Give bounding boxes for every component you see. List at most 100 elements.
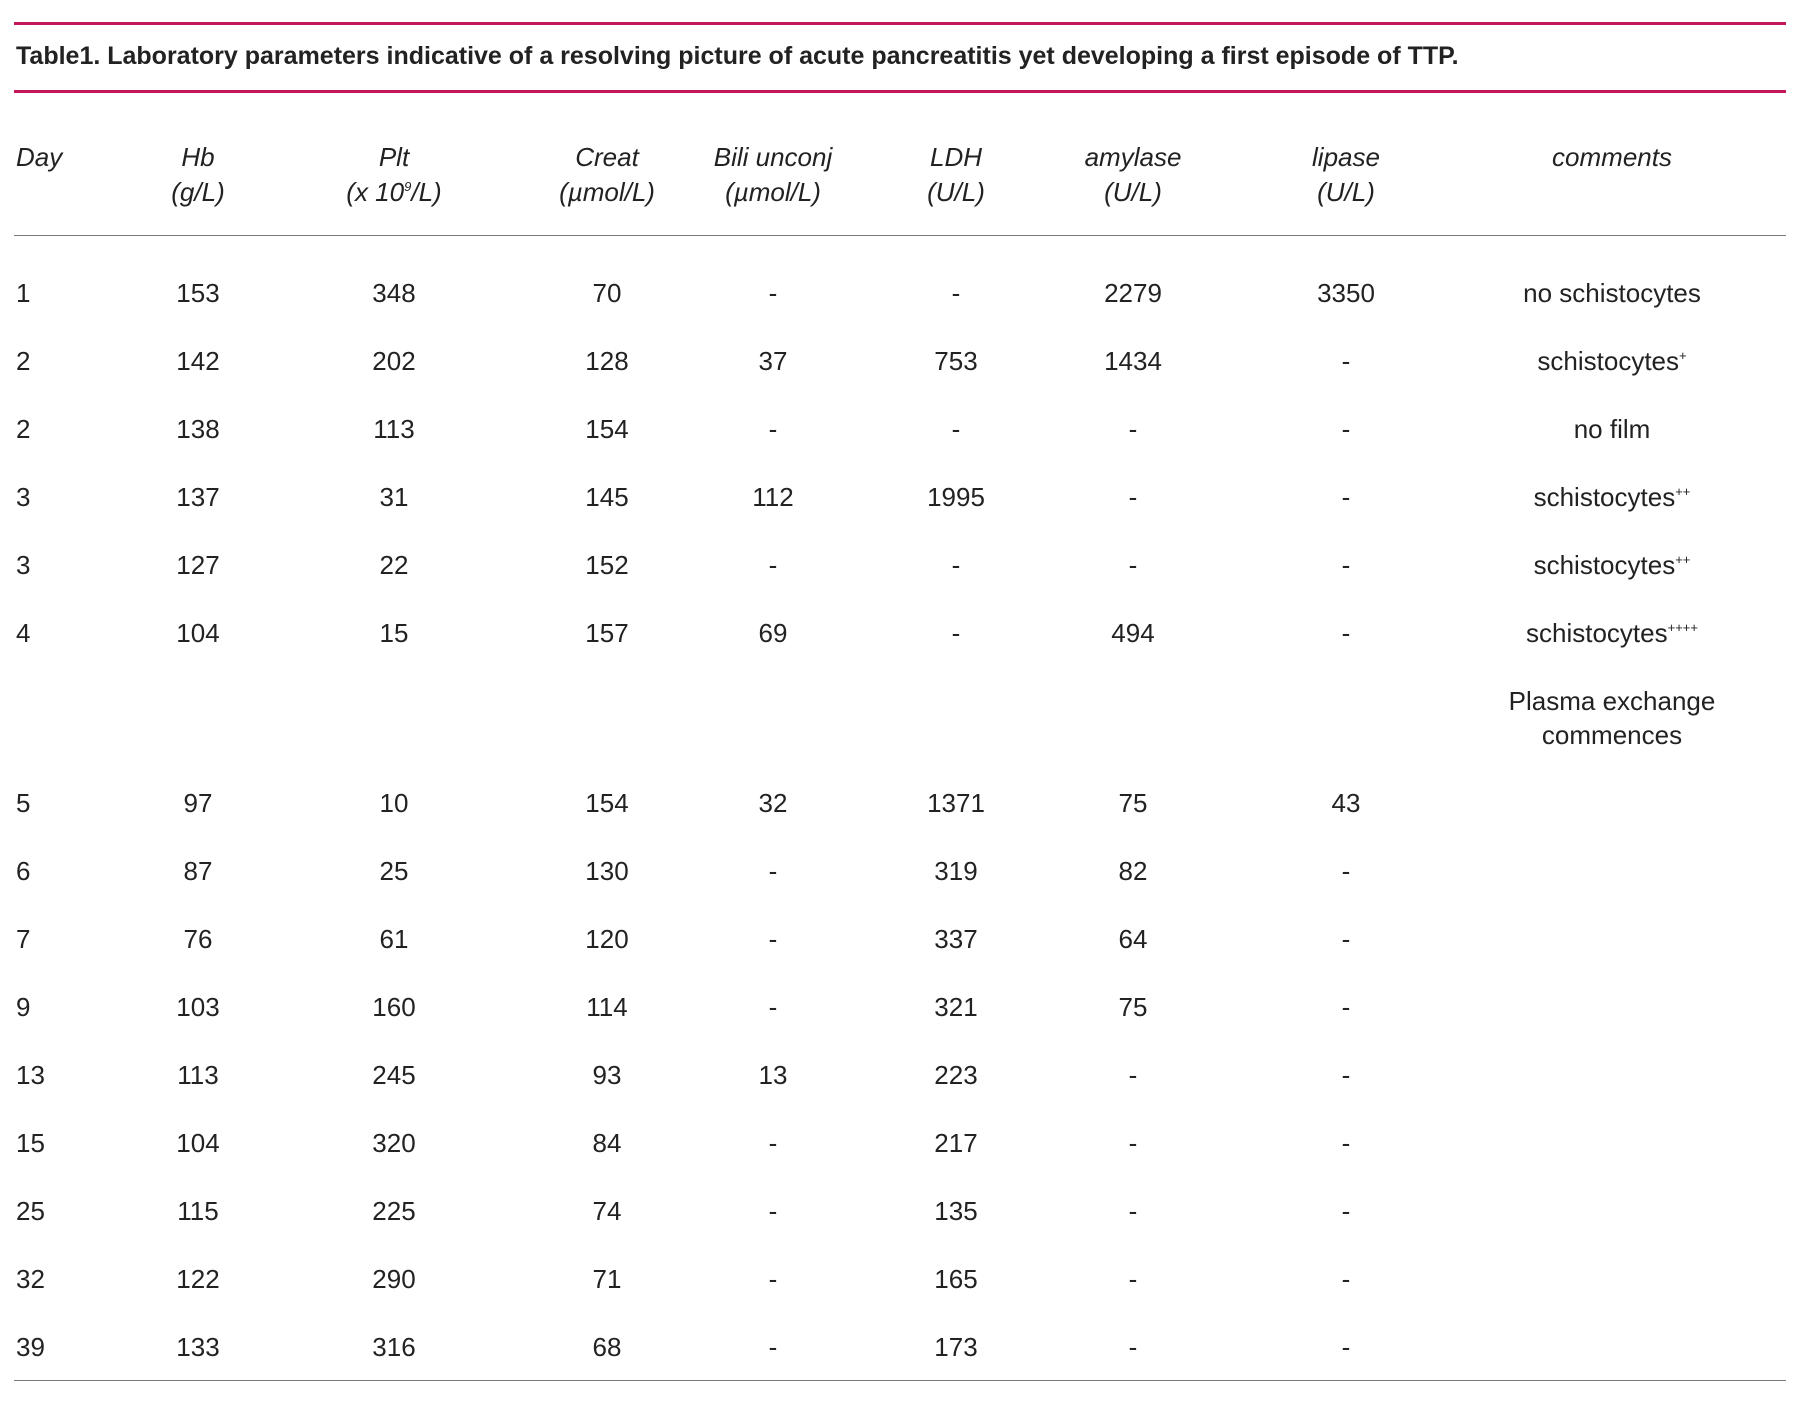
- table-cell: -: [1341, 924, 1351, 954]
- table-cell: 9: [16, 992, 31, 1022]
- table-cell: 112: [752, 482, 794, 512]
- text: no film: [1573, 414, 1651, 444]
- table-cell: 319: [934, 856, 978, 886]
- table-cell: 202: [372, 346, 416, 376]
- text: schistocytes: [1526, 618, 1668, 648]
- table-cell: 3: [16, 550, 31, 580]
- table-cell: -: [951, 618, 961, 648]
- table-cell: -: [1128, 482, 1138, 512]
- table-cell: -: [951, 414, 961, 444]
- text: /L): [411, 177, 442, 207]
- table-cell: 157: [585, 618, 629, 648]
- table-cell: 165: [934, 1264, 978, 1294]
- table-cell: 137: [176, 482, 220, 512]
- table-cell: -: [1341, 1060, 1351, 1090]
- table-cell: 494: [1111, 618, 1155, 648]
- table-cell: -: [1341, 618, 1351, 648]
- table-cell: 1: [16, 278, 31, 308]
- superscript: ++++: [1667, 620, 1698, 635]
- comment-cell: schistocytes+: [1537, 346, 1686, 376]
- table-cell: -: [768, 550, 778, 580]
- table-cell: 32: [16, 1264, 45, 1294]
- column-unit: (U/L): [927, 177, 985, 207]
- comment-cell: schistocytes++: [1534, 550, 1691, 580]
- text: (U/L): [1317, 177, 1375, 207]
- comment-cell: no schistocytes: [1523, 278, 1701, 308]
- table-cell: 103: [176, 992, 220, 1022]
- table-cell: -: [1128, 1128, 1138, 1158]
- table-cell: 133: [176, 1332, 220, 1362]
- table-cell: 6: [16, 856, 31, 886]
- table-cell: -: [1341, 992, 1351, 1022]
- table-cell: 113: [177, 1060, 219, 1090]
- column-unit: (U/L): [1104, 177, 1162, 207]
- table-cell: -: [1341, 414, 1351, 444]
- table-cell: 25: [379, 856, 409, 886]
- text: (µmol/L): [559, 177, 655, 207]
- table-cell: 43: [1331, 788, 1361, 818]
- table-cell: -: [1128, 1060, 1138, 1090]
- column-header: amylase: [1084, 142, 1182, 172]
- table-cell: 154: [585, 414, 629, 444]
- column-header: Day: [16, 142, 63, 172]
- table-cell: 2: [16, 414, 31, 444]
- table-cell: 69: [758, 618, 788, 648]
- table-cell: 753: [934, 346, 978, 376]
- table-cell: 5: [16, 788, 31, 818]
- table-cell: 97: [183, 788, 213, 818]
- top-rule: [14, 22, 1786, 25]
- table-cell: -: [1341, 1264, 1351, 1294]
- table-cell: 1434: [1104, 346, 1162, 376]
- table-cell: 154: [585, 788, 629, 818]
- table-cell: 113: [373, 414, 415, 444]
- column-unit: (µmol/L): [725, 177, 821, 207]
- table-cell: 32: [758, 788, 788, 818]
- table-cell: 225: [372, 1196, 416, 1226]
- table-cell: -: [951, 278, 961, 308]
- comment-cell: schistocytes++: [1534, 482, 1691, 512]
- table-cell: -: [1128, 1332, 1138, 1362]
- table-cell: 75: [1118, 788, 1148, 818]
- text: (U/L): [1104, 177, 1162, 207]
- column-unit: (µmol/L): [559, 177, 655, 207]
- table-cell: -: [768, 1128, 778, 1158]
- table-cell: 217: [934, 1128, 978, 1158]
- table-cell: 152: [585, 550, 629, 580]
- column-unit: (x 109/L): [346, 177, 441, 207]
- table-cell: 104: [176, 1128, 220, 1158]
- table-cell: 160: [372, 992, 416, 1022]
- table-cell: -: [1128, 414, 1138, 444]
- comment-cell: schistocytes++++: [1526, 618, 1698, 648]
- table-cell: -: [1341, 1332, 1351, 1362]
- table-cell: -: [768, 278, 778, 308]
- table-cell: 348: [372, 278, 416, 308]
- table-cell: 82: [1118, 856, 1148, 886]
- table-cell: -: [1341, 346, 1351, 376]
- table-cell: 7: [16, 924, 31, 954]
- table-cell: 15: [16, 1128, 45, 1158]
- table-cell: -: [768, 1264, 778, 1294]
- table-cell: 245: [372, 1060, 416, 1090]
- text: (U/L): [927, 177, 985, 207]
- table-cell: 37: [758, 346, 788, 376]
- table-title: Table1. Laboratory parameters indicative…: [16, 42, 1459, 70]
- table-cell: 122: [176, 1264, 220, 1294]
- table-cell: -: [768, 992, 778, 1022]
- text: (g/L): [171, 177, 225, 207]
- column-header: Bili unconj: [713, 142, 833, 172]
- table-cell: 2279: [1104, 278, 1162, 308]
- table-cell: 64: [1118, 924, 1148, 954]
- table-cell: 142: [176, 346, 220, 376]
- table-cell: 321: [934, 992, 978, 1022]
- table-cell: 120: [585, 924, 629, 954]
- table-cell: -: [1341, 550, 1351, 580]
- table-cell: -: [1341, 482, 1351, 512]
- table-cell: 4: [16, 618, 31, 648]
- text: schistocytes: [1533, 482, 1676, 512]
- table-cell: 76: [183, 924, 213, 954]
- table-cell: -: [768, 1332, 778, 1362]
- table-cell: -: [1341, 1196, 1351, 1226]
- table-cell: 138: [176, 414, 220, 444]
- title-rule: [14, 90, 1786, 93]
- table-cell: -: [768, 924, 778, 954]
